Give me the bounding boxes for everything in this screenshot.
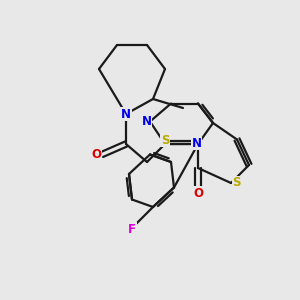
Text: S: S [161,134,169,147]
Text: S: S [232,176,241,190]
Text: O: O [193,187,203,200]
Text: N: N [191,137,202,150]
Text: N: N [121,107,131,121]
Text: N: N [141,115,152,128]
Text: O: O [92,148,102,161]
Text: F: F [128,223,136,236]
